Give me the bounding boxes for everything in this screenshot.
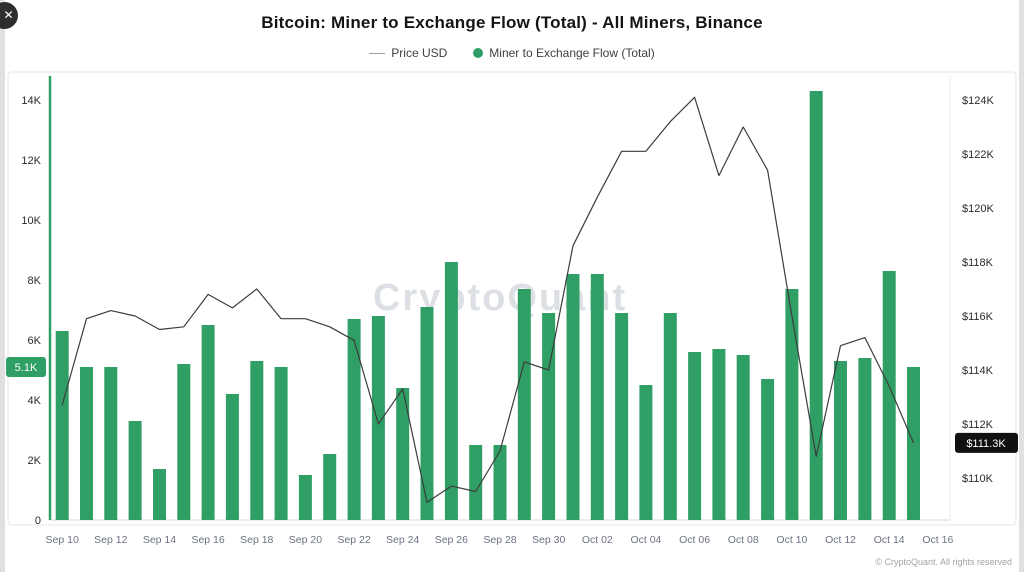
flow-bar [566,274,580,520]
legend-label-flow: Miner to Exchange Flow (Total) [489,46,655,60]
flow-bars[interactable] [55,91,920,520]
flow-bar [153,469,166,520]
price-line[interactable] [61,96,915,503]
svg-text:$118K: $118K [962,257,994,269]
flow-bar [517,289,531,520]
svg-text:Sep 12: Sep 12 [94,534,127,546]
svg-text:Sep 10: Sep 10 [46,534,79,546]
svg-text:6K: 6K [28,335,42,347]
svg-text:$122K: $122K [962,149,994,161]
flow-bar [809,91,823,520]
flow-bar [688,352,702,520]
svg-text:Oct 08: Oct 08 [728,534,759,546]
flow-bar [225,394,239,520]
flow-bar [469,445,483,520]
svg-text:Sep 24: Sep 24 [386,534,419,546]
flow-bar [444,262,458,520]
svg-text:Oct 06: Oct 06 [679,534,710,546]
legend: Price USD Miner to Exchange Flow (Total) [0,46,1024,60]
svg-text:14K: 14K [21,95,41,107]
flow-bar [882,271,896,520]
svg-text:$112K: $112K [962,419,994,431]
svg-text:Oct 04: Oct 04 [630,534,661,546]
flow-bar [396,388,410,520]
svg-text:Oct 12: Oct 12 [825,534,856,546]
flow-bar [80,367,93,520]
flow-bar [371,316,385,520]
legend-item-price[interactable]: Price USD [369,46,447,60]
svg-text:12K: 12K [21,155,41,167]
close-button[interactable]: ✕ [0,2,18,29]
svg-text:8K: 8K [28,275,42,287]
flow-bar [761,379,775,520]
svg-text:Sep 18: Sep 18 [240,534,273,546]
flow-bar [542,313,556,520]
watermark: CryptoQuant [373,277,627,319]
svg-text:5.1K: 5.1K [15,362,38,374]
flow-bar [639,385,653,520]
svg-text:Sep 30: Sep 30 [532,534,565,546]
page-title: Bitcoin: Miner to Exchange Flow (Total) … [261,13,763,32]
svg-text:Sep 22: Sep 22 [337,534,370,546]
flow-bar [347,319,361,520]
flow-bar [907,367,920,520]
price-line-swatch-icon [369,52,386,54]
flow-bar [104,367,118,520]
right-axis-labels: $110K $112K $114K $116K $118K $120K $122K $124K [962,95,994,485]
svg-text:10K: 10K [21,215,41,227]
flow-dot-swatch-icon [473,48,484,58]
price-badge: $111.3K [955,432,1018,453]
flow-bar [55,331,69,520]
flow-bar [201,325,215,520]
svg-text:Sep 16: Sep 16 [191,534,224,546]
screen-edge-right [1019,0,1024,572]
legend-item-flow[interactable]: Miner to Exchange Flow (Total) [473,46,655,60]
svg-text:Oct 16: Oct 16 [922,534,953,546]
flow-bar [274,367,288,520]
left-axis-labels: 0 2K 4K 6K 8K 10K 12K 14K [21,95,41,527]
copyright-text: © CryptoQuant. All rights reserved [875,557,1012,567]
svg-text:$114K: $114K [962,365,994,377]
svg-text:Sep 28: Sep 28 [483,534,516,546]
svg-text:Oct 14: Oct 14 [874,534,905,546]
svg-text:$110K: $110K [962,473,994,485]
svg-text:$120K: $120K [962,203,994,215]
flow-bar [590,274,604,520]
svg-text:4K: 4K [28,395,42,407]
flow-bar [493,445,507,520]
flow-bar [298,475,312,520]
flow-bar [323,454,337,520]
screen-edge-left [0,0,5,572]
svg-text:2K: 2K [28,455,42,467]
legend-label-price: Price USD [391,46,448,60]
flow-bar [736,355,750,520]
flow-bar [420,307,434,520]
svg-text:$111.3K: $111.3K [966,438,1006,450]
svg-text:Sep 14: Sep 14 [143,534,176,546]
x-axis-labels: Sep 10 Sep 12 Sep 14 Sep 16 Sep 18 Sep 20 Sep … [46,534,954,546]
svg-text:Oct 10: Oct 10 [776,534,807,546]
flow-bar [615,313,629,520]
flow-bar [250,361,264,520]
flow-bar [177,364,191,520]
flow-bar [128,421,142,520]
svg-text:$116K: $116K [962,311,994,323]
flow-bar [663,313,677,520]
svg-text:$124K: $124K [962,95,994,107]
svg-text:Sep 20: Sep 20 [289,534,322,546]
svg-text:Sep 26: Sep 26 [435,534,468,546]
flow-badge: 5.1K [6,357,46,377]
svg-text:Oct 02: Oct 02 [582,534,613,546]
flow-bar [785,289,799,520]
flow-bar [858,358,872,520]
close-icon: ✕ [3,8,14,22]
svg-text:0: 0 [35,515,41,527]
flow-bar [712,349,726,520]
flow-bar [834,361,847,520]
